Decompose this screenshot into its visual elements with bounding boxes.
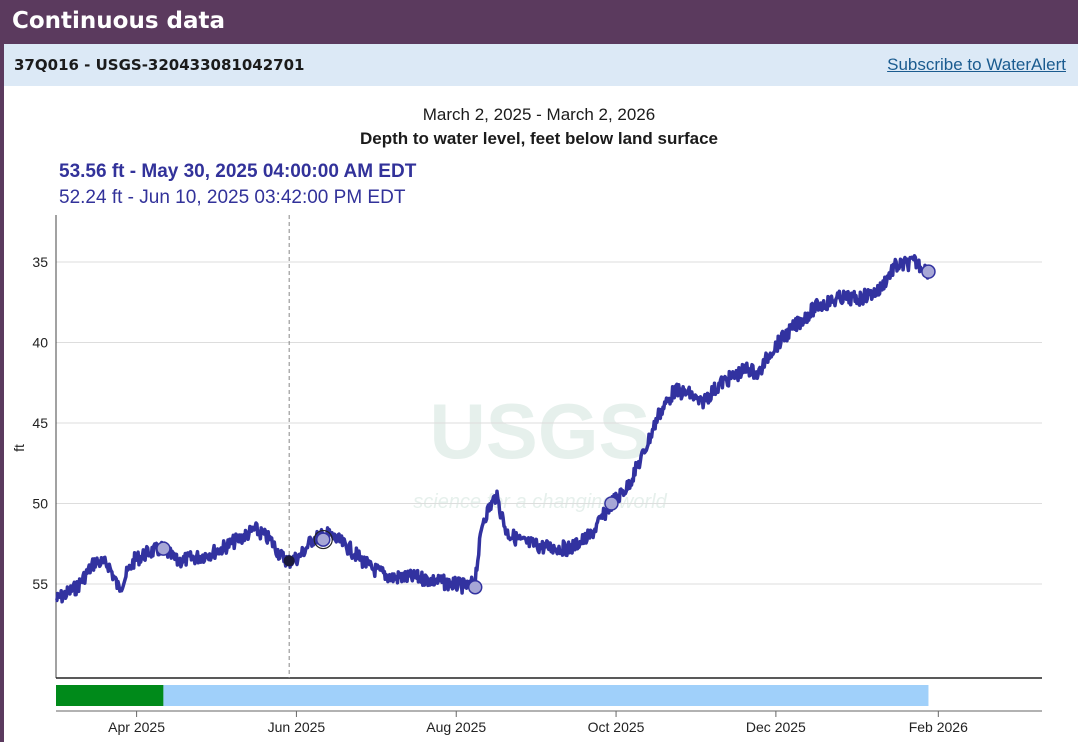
data-marker [921, 264, 936, 279]
site-id: 37Q016 - USGS-320433081042701 [14, 56, 305, 74]
approval-bar-approved [56, 685, 164, 706]
chart-title: Depth to water level, feet below land su… [359, 129, 719, 148]
x-tick-label: Oct 2025 [588, 719, 645, 735]
site-bar: 37Q016 - USGS-320433081042701 Subscribe … [4, 44, 1078, 86]
hover-point [283, 555, 295, 567]
chart-date-range: March 2, 2025 - March 2, 2026 [422, 105, 656, 124]
y-tick-label: 50 [32, 496, 48, 512]
secondary-hover-ring [313, 529, 333, 550]
watermark-logo: USGS [429, 387, 650, 475]
approval-bar-provisional [163, 685, 929, 706]
tooltip-primary: 53.56 ft - May 30, 2025 04:00:00 AM EDT [59, 161, 417, 182]
subscribe-wateralert-link[interactable]: Subscribe to WaterAlert [887, 55, 1066, 74]
tooltip-secondary: 52.24 ft - Jun 10, 2025 03:42:00 PM EDT [59, 187, 406, 208]
y-axis-label: ft [11, 444, 27, 452]
y-tick-label: 35 [32, 254, 48, 270]
y-tick-label: 45 [32, 415, 48, 431]
section-title: Continuous data [0, 0, 1078, 44]
x-tick-label: Dec 2025 [746, 719, 806, 735]
data-marker [315, 532, 331, 547]
data-marker [467, 579, 483, 595]
x-tick-label: Apr 2025 [108, 719, 165, 735]
watermark-tagline: science for a changing world [413, 491, 667, 513]
y-tick-label: 55 [32, 576, 48, 592]
x-tick-label: Jun 2025 [268, 719, 326, 735]
data-marker [156, 541, 171, 556]
x-tick-label: Aug 2025 [426, 719, 486, 735]
x-tick-label: Feb 2026 [909, 719, 968, 735]
series-line [55, 254, 931, 604]
y-tick-label: 40 [32, 335, 48, 351]
data-marker [604, 496, 619, 511]
